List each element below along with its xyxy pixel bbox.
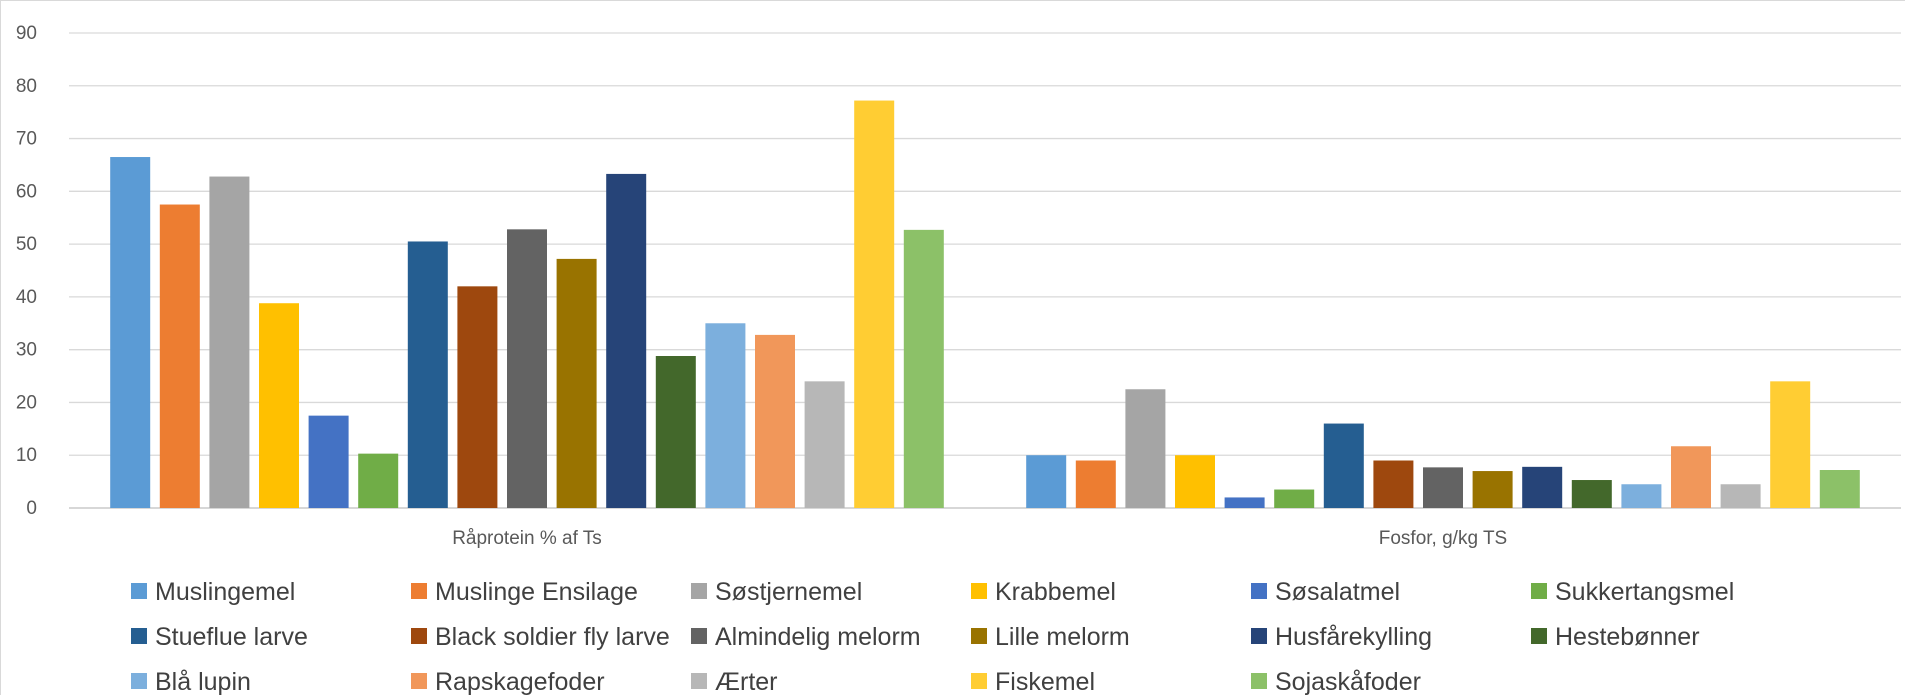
bar	[655, 356, 696, 508]
legend-label: Fiskemel	[995, 668, 1095, 696]
legend-label: Søstjernemel	[715, 578, 862, 606]
bar	[110, 157, 151, 508]
legend-label: Muslinge Ensilage	[435, 578, 638, 606]
y-tick-label: 30	[16, 340, 37, 361]
bar	[1522, 466, 1563, 508]
legend-swatch	[411, 583, 427, 599]
bar	[903, 229, 944, 508]
legend-swatch	[1251, 628, 1267, 644]
legend-label: Sojaskåfoder	[1275, 668, 1421, 696]
legend-label: Muslingemel	[155, 578, 295, 606]
bar	[1720, 484, 1761, 508]
y-tick-label: 90	[16, 23, 37, 44]
bar	[407, 241, 448, 508]
bar	[259, 303, 299, 508]
bar	[358, 453, 399, 508]
y-tick-label: 0	[26, 498, 37, 519]
legend-label: Krabbemel	[995, 578, 1116, 606]
bars	[110, 100, 1860, 509]
y-tick-label: 70	[16, 129, 37, 150]
bar	[1423, 467, 1463, 508]
legend-label: Søsalatmel	[1275, 578, 1400, 606]
bar	[1323, 423, 1364, 508]
category-label: Fosfor, g/kg TS	[1379, 528, 1507, 549]
bar	[507, 229, 547, 509]
bar	[308, 415, 349, 508]
legend-swatch	[131, 673, 147, 689]
legend: Muslingemel Muslinge Ensilage Søstjernemel…	[131, 578, 1734, 696]
legend-label: Lille melorm	[995, 623, 1130, 651]
y-tick-label: 20	[16, 392, 37, 413]
legend-swatch	[971, 673, 987, 689]
legend-swatch	[1531, 628, 1547, 644]
y-tick-label: 50	[16, 234, 37, 255]
y-tick-label: 60	[16, 181, 37, 202]
bar	[1224, 497, 1265, 508]
legend-swatch	[131, 583, 147, 599]
legend-label: Blå lupin	[155, 668, 251, 696]
legend-swatch	[971, 583, 987, 599]
bar	[1175, 455, 1215, 508]
bar	[1373, 460, 1414, 508]
legend-label: Stueflue larve	[155, 623, 308, 651]
legend-label: Rapskagefoder	[435, 668, 605, 696]
y-tick-label: 10	[16, 445, 37, 466]
legend-swatch	[691, 583, 707, 599]
bar	[1770, 381, 1811, 508]
bar	[159, 204, 200, 508]
legend-label: Sukkertangsmel	[1555, 578, 1734, 606]
legend-label: Hestebønner	[1555, 623, 1700, 651]
bar	[209, 176, 250, 509]
bar	[556, 258, 597, 508]
y-axis-ticks: 0 10 20 30 40 50 60 70 80 90	[16, 23, 37, 519]
bar	[457, 286, 498, 508]
legend-swatch	[1251, 583, 1267, 599]
bar	[1571, 480, 1612, 508]
bar	[705, 323, 746, 508]
legend-label: Ærter	[715, 668, 778, 696]
bar	[1819, 470, 1860, 508]
legend-swatch	[411, 673, 427, 689]
bar	[1075, 460, 1116, 508]
bar	[1026, 455, 1067, 508]
bar	[1671, 446, 1711, 508]
legend-label: Almindelig melorm	[715, 623, 921, 651]
bar	[606, 173, 647, 508]
bar	[755, 334, 795, 508]
legend-swatch	[1531, 583, 1547, 599]
legend-swatch	[131, 628, 147, 644]
legend-label: Black soldier fly larve	[435, 623, 670, 651]
legend-swatch	[691, 628, 707, 644]
legend-label: Husfårekylling	[1275, 623, 1432, 651]
category-label: Råprotein % af Ts	[452, 528, 602, 549]
bar	[1621, 484, 1662, 508]
y-tick-label: 40	[16, 287, 37, 308]
bar	[1472, 471, 1513, 508]
legend-swatch	[1251, 673, 1267, 689]
bar	[854, 100, 895, 509]
bar	[804, 381, 845, 508]
y-tick-label: 80	[16, 76, 37, 97]
legend-swatch	[411, 628, 427, 644]
bar	[1274, 489, 1315, 508]
legend-swatch	[691, 673, 707, 689]
bar	[1125, 389, 1166, 508]
legend-swatch	[971, 628, 987, 644]
category-labels: Råprotein % af Ts Fosfor, g/kg TS	[452, 528, 1507, 549]
